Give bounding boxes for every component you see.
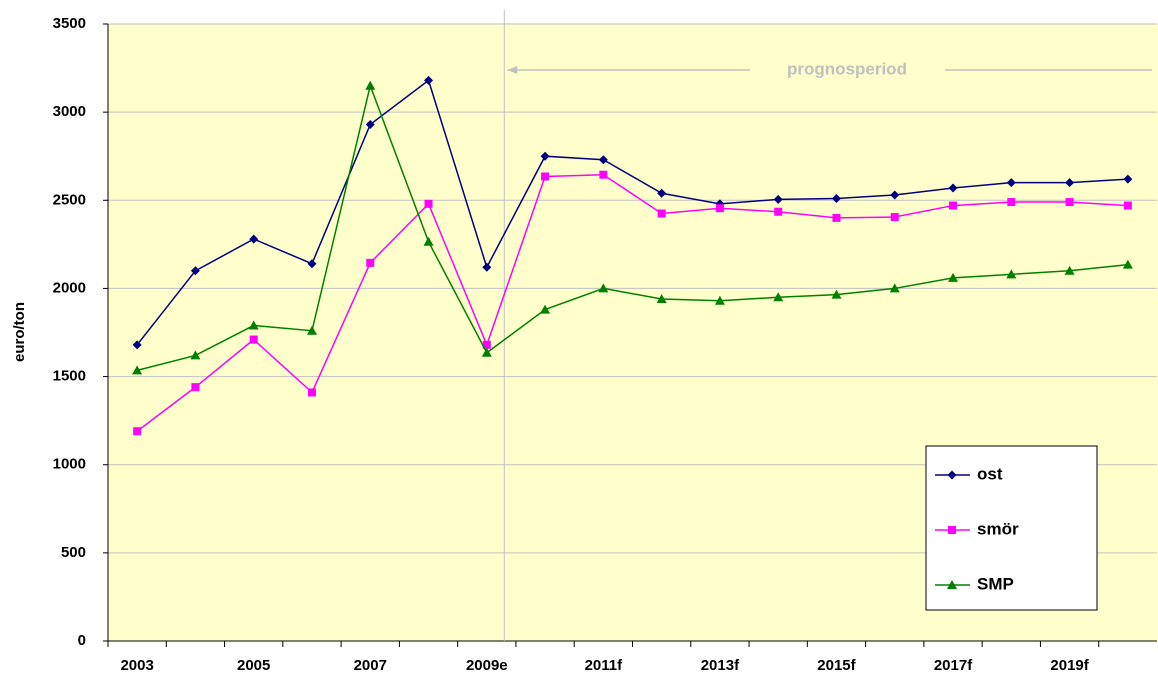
data-point	[1006, 178, 1016, 188]
data-point	[831, 289, 842, 299]
data-point	[598, 283, 609, 293]
data-point	[831, 194, 841, 204]
annotation: prognosperiod	[787, 59, 907, 78]
data-point	[773, 292, 784, 302]
data-point	[249, 335, 258, 344]
data-point	[132, 365, 143, 375]
data-point	[657, 209, 666, 218]
data-point	[307, 388, 316, 397]
x-tick-label: 2005	[237, 657, 270, 674]
annotation-arrow-head	[507, 66, 518, 74]
data-point	[657, 188, 667, 198]
data-point	[540, 304, 551, 314]
data-point	[424, 75, 434, 85]
data-point	[1006, 269, 1017, 279]
data-point	[715, 204, 724, 213]
data-point	[424, 199, 433, 208]
data-point	[248, 320, 259, 330]
data-point	[133, 427, 142, 436]
y-tick-label: 500	[61, 544, 86, 561]
x-tick-label: 2011f	[585, 657, 624, 674]
data-point	[190, 350, 201, 360]
data-point	[190, 266, 200, 276]
data-point	[714, 295, 725, 305]
data-point	[541, 172, 550, 181]
data-point	[540, 151, 550, 161]
data-point	[599, 170, 608, 179]
data-point	[1065, 178, 1075, 188]
y-tick-label: 1500	[53, 368, 86, 385]
data-point	[598, 155, 608, 165]
series-line	[136, 79, 1128, 346]
data-point	[948, 272, 959, 282]
data-point	[132, 340, 142, 350]
data-point	[482, 340, 491, 349]
data-point	[482, 262, 492, 272]
y-tick-label: 0	[78, 632, 86, 649]
legend-label: ost	[977, 464, 1003, 483]
data-point	[365, 119, 375, 129]
data-point	[306, 325, 317, 335]
x-tick-label: 2003	[120, 657, 153, 674]
data-point	[423, 236, 434, 246]
data-point	[307, 259, 317, 269]
data-point	[191, 383, 200, 392]
data-point	[656, 294, 667, 304]
x-tick-label: 2007	[354, 657, 387, 674]
data-point	[948, 183, 958, 193]
y-tick-label: 3500	[53, 15, 86, 32]
data-point	[366, 258, 375, 267]
data-point	[481, 347, 492, 357]
data-point	[1122, 259, 1133, 269]
x-tick-label: 2019f	[1050, 657, 1089, 674]
series-line	[136, 83, 1128, 372]
y-axis-label: euro/ton	[11, 302, 28, 362]
legend-label: SMP	[977, 574, 1014, 593]
data-point	[1007, 198, 1016, 207]
data-point	[1123, 201, 1132, 210]
data-point	[889, 283, 900, 293]
legend-marker	[948, 526, 956, 534]
x-tick-label: 2017f	[934, 657, 973, 674]
y-tick-label: 2500	[53, 191, 86, 208]
y-tick-label: 1000	[53, 456, 86, 473]
legend-label: smör	[977, 519, 1019, 538]
data-point	[773, 194, 783, 204]
legend-marker	[947, 470, 957, 480]
data-point	[832, 213, 841, 222]
series-line	[136, 173, 1128, 432]
data-point	[249, 234, 259, 244]
data-point	[890, 213, 899, 222]
y-tick-label: 3000	[53, 103, 86, 120]
data-point	[1065, 198, 1074, 207]
data-point	[1064, 265, 1075, 275]
data-point	[774, 207, 783, 216]
y-tick-label: 2000	[53, 279, 86, 296]
data-point	[949, 201, 958, 210]
data-point	[365, 80, 376, 90]
legend-marker	[947, 580, 957, 589]
data-point	[890, 190, 900, 200]
x-tick-label: 2015f	[817, 657, 856, 674]
data-point	[1123, 174, 1133, 184]
x-tick-label: 2013f	[701, 657, 740, 674]
x-tick-label: 2009e	[466, 657, 508, 674]
